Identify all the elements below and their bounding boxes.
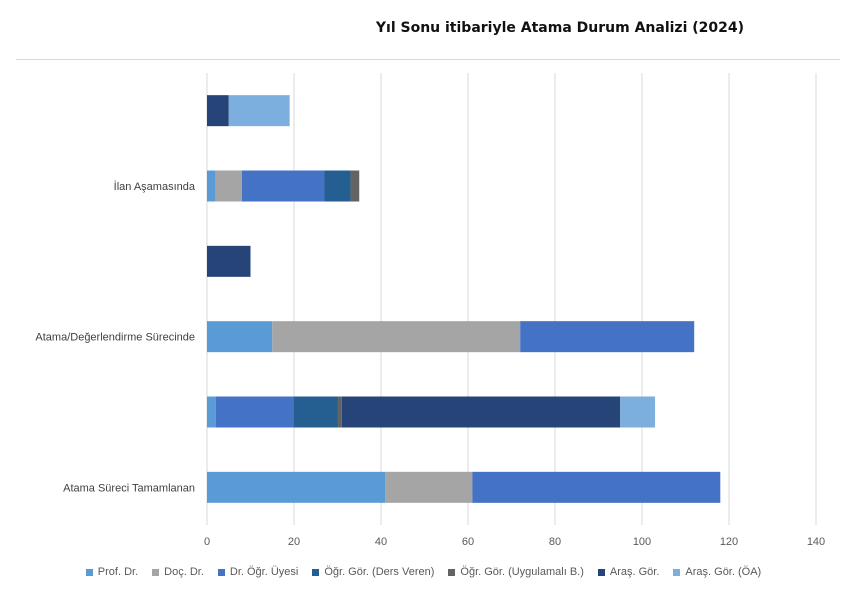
bar-segment <box>207 245 251 277</box>
legend-label: Öğr. Gör. (Ders Veren) <box>324 566 435 578</box>
legend-swatch <box>448 568 456 576</box>
bar-segment <box>520 321 695 353</box>
legend-label: Araş. Gör. (ÖA) <box>685 566 762 578</box>
x-tick-label: 100 <box>633 536 651 548</box>
bar-segment <box>337 396 342 428</box>
bar-segment <box>207 396 216 428</box>
category-labels: Atama Süreci Tamamlanan Atama/Değerlendir… <box>35 180 195 494</box>
category-label: İlan Aşamasında <box>114 180 196 193</box>
legend-label: Dr. Öğr. Üyesi <box>229 566 299 578</box>
bar-segment <box>215 396 294 428</box>
bar-segment <box>620 396 656 428</box>
bar-segment <box>385 471 473 503</box>
gridlines <box>206 73 817 525</box>
legend-item: Öğr. Gör. (Uygulamalı B.) <box>448 566 584 578</box>
bar-segment <box>324 170 351 202</box>
bar-segment <box>272 321 521 353</box>
legend-label: Doç. Dr. <box>164 566 204 578</box>
x-tick-label: 0 <box>204 536 210 548</box>
x-tick-label: 140 <box>807 536 825 548</box>
bar-segment <box>207 471 386 503</box>
legend-item: Araş. Gör. <box>597 566 660 578</box>
legend-swatch <box>85 568 93 576</box>
title-divider <box>16 59 840 60</box>
legend-swatch <box>217 568 225 576</box>
bar-segment <box>294 396 338 428</box>
bar-segment <box>215 170 242 202</box>
x-axis-ticks: 0 20 40 60 80 100 120 140 <box>204 536 825 548</box>
legend-swatch <box>673 568 681 576</box>
x-tick-label: 60 <box>462 536 474 548</box>
bar-segment <box>350 170 360 202</box>
x-tick-label: 120 <box>720 536 738 548</box>
bar-segment <box>207 95 229 127</box>
legend-item: Prof. Dr. <box>85 566 139 578</box>
x-tick-label: 20 <box>288 536 300 548</box>
bar-segment <box>207 321 273 353</box>
bar-segment <box>341 396 621 428</box>
bar-segment <box>228 95 290 127</box>
bar-segment <box>207 170 216 202</box>
legend-swatch <box>597 568 605 576</box>
legend-label: Araş. Gör. <box>609 566 660 578</box>
legend-swatch <box>152 568 160 576</box>
legend: Prof. Dr. Doç. Dr. Dr. Öğr. Üyesi Öğr. Gör.… <box>0 564 847 580</box>
bar-chart: Atama Süreci Tamamlanan Atama/Değerlendir… <box>35 73 825 548</box>
category-label: Atama Süreci Tamamlanan <box>63 482 195 494</box>
x-tick-label: 80 <box>549 536 561 548</box>
bars <box>207 95 721 503</box>
bar-segment <box>472 471 721 503</box>
legend-item: Dr. Öğr. Üyesi <box>217 566 299 578</box>
legend-item: Doç. Dr. <box>152 566 204 578</box>
legend-label: Öğr. Gör. (Uygulamalı B.) <box>460 566 584 578</box>
chart-title: Yıl Sonu itibariyle Atama Durum Analizi … <box>375 20 744 36</box>
legend-swatch <box>312 568 320 576</box>
legend-item: Öğr. Gör. (Ders Veren) <box>312 566 434 578</box>
legend-label: Prof. Dr. <box>97 566 139 578</box>
bar-segment <box>241 170 325 202</box>
x-tick-label: 40 <box>375 536 387 548</box>
legend-item: Araş. Gör. (ÖA) <box>673 566 761 578</box>
category-label: Atama/Değerlendirme Sürecinde <box>35 332 195 344</box>
